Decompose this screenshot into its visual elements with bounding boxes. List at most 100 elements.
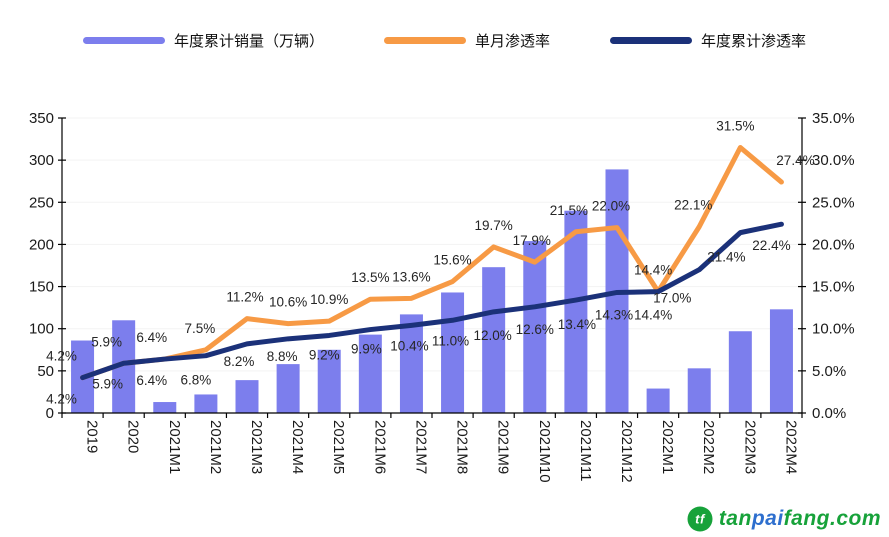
monthly-penetration-data-label: 4.2%: [46, 349, 77, 364]
legend-item-label: 年度累计销量（万辆）: [173, 33, 324, 50]
legend-item-cumulative-penetration: 年度累计渗透率: [610, 30, 806, 51]
monthly-penetration-data-label: 21.5%: [550, 203, 588, 218]
sales-bar: [194, 394, 218, 413]
right-axis-tick-label: 20.0%: [812, 236, 855, 253]
x-axis-category-label: 2021M9: [495, 420, 512, 474]
right-axis-tick-label: 5.0%: [812, 363, 846, 380]
watermark: tf tanpaifang.com: [687, 506, 881, 532]
x-axis-category-label: 2021M1: [166, 420, 183, 474]
cumulative-penetration-data-label: 9.2%: [309, 347, 340, 362]
x-axis-category-label: 2021M5: [330, 420, 347, 474]
left-axis-tick-label: 300: [29, 152, 54, 169]
monthly-penetration-data-label: 14.4%: [634, 263, 672, 278]
sales-bar: [728, 331, 752, 413]
cumulative-penetration-data-label: 12.6%: [516, 322, 554, 337]
sales-bar: [646, 388, 670, 413]
sales-bar: [523, 241, 547, 413]
x-axis-category-label: 2021M11: [577, 420, 594, 481]
cumulative-penetration-data-label: 14.4%: [634, 308, 672, 323]
cumulative-penetration-data-label: 12.0%: [474, 328, 512, 343]
sales-series-swatch-icon: [82, 37, 165, 44]
legend-item-label: 单月渗透率: [474, 33, 550, 50]
sales-bar: [317, 349, 341, 413]
x-axis-category-label: 2021M10: [536, 420, 553, 483]
cumulative-penetration-data-label: 14.3%: [595, 307, 633, 322]
right-axis-tick-label: 10.0%: [812, 321, 855, 338]
cumulative-penetration-data-label: 13.4%: [558, 317, 596, 332]
sales-bar: [769, 309, 793, 413]
cumulative-penetration-line: [80, 221, 784, 381]
svg-text:tf: tf: [695, 512, 706, 527]
right-axis-tick-label: 25.0%: [812, 194, 855, 211]
monthly-penetration-data-label: 27.4%: [776, 153, 814, 168]
legend: 年度累计销量（万辆） 单月渗透率 年度累计渗透率: [0, 30, 889, 51]
monthly-penetration-line: [80, 145, 784, 381]
monthly-penetration-data-label: 31.5%: [716, 119, 754, 134]
monthly-penetration-data-label: 6.4%: [136, 330, 167, 345]
legend-item-monthly-penetration: 单月渗透率: [383, 30, 550, 51]
left-axis-tick-label: 250: [29, 194, 54, 211]
sales-bar: [399, 314, 423, 413]
watermark-text-part: fang.com: [783, 507, 881, 530]
monthly-penetration-data-label: 22.1%: [674, 198, 712, 213]
monthly-penetration-data-label: 13.6%: [392, 269, 430, 284]
sales-bar: [441, 292, 465, 413]
monthly-penetration-data-label: 15.6%: [433, 253, 471, 268]
watermark-text-part: pai: [751, 507, 784, 530]
cumulative-penetration-data-label: 6.8%: [180, 373, 211, 388]
sales-bar: [564, 210, 588, 413]
right-axis-tick-label: 30.0%: [812, 152, 855, 169]
x-axis-category-label: 2022M3: [741, 420, 758, 474]
x-axis-category-label: 2021M7: [412, 420, 429, 474]
x-axis-category-label: 2020: [125, 420, 142, 453]
x-axis-category-label: 2021M3: [248, 420, 265, 474]
left-axis-tick-label: 100: [29, 321, 54, 338]
sales-bar: [276, 364, 300, 413]
sales-bar: [235, 380, 259, 413]
monthly-penetration-swatch-icon: [383, 37, 466, 44]
cumulative-penetration-data-label: 6.4%: [136, 373, 167, 388]
left-axis-tick-label: 50: [37, 363, 54, 380]
sales-bar: [153, 402, 177, 413]
cumulative-penetration-data-label: 22.4%: [752, 238, 790, 253]
sales-bar: [358, 334, 382, 413]
cumulative-penetration-data-label: 8.2%: [224, 354, 255, 369]
sales-bar: [482, 267, 506, 413]
x-axis-category-label: 2021M6: [371, 420, 388, 474]
cumulative-penetration-data-label: 4.2%: [46, 392, 77, 407]
sales-bar: [112, 320, 136, 413]
cumulative-penetration-data-label: 21.4%: [707, 250, 745, 265]
left-axis-tick-label: 0: [46, 405, 54, 422]
monthly-penetration-data-label: 17.9%: [513, 233, 551, 248]
right-axis-tick-label: 15.0%: [812, 279, 855, 296]
x-axis-category-label: 2022M4: [782, 420, 799, 474]
monthly-penetration-data-label: 11.2%: [226, 290, 263, 305]
left-axis-tick-label: 350: [29, 110, 54, 127]
x-axis-category-label: 2021M2: [207, 420, 224, 474]
left-axis-tick-label: 200: [29, 236, 54, 253]
monthly-penetration-data-label: 22.0%: [592, 199, 630, 214]
tanpaifang-logo-icon: tf: [687, 506, 713, 532]
x-axis-category-label: 2021M4: [289, 420, 306, 474]
cumulative-penetration-swatch-icon: [610, 37, 692, 44]
cumulative-penetration-data-label: 17.0%: [653, 291, 691, 306]
x-axis-category-label: 2019: [84, 420, 101, 453]
monthly-penetration-data-label: 10.9%: [310, 292, 348, 307]
watermark-text-part: tan: [718, 507, 752, 530]
monthly-penetration-data-label: 7.5%: [184, 321, 215, 336]
monthly-penetration-data-label: 13.5%: [351, 270, 389, 285]
right-axis-tick-label: 35.0%: [812, 110, 855, 127]
watermark-text: tanpaifang.com: [719, 507, 881, 531]
legend-item-label: 年度累计渗透率: [701, 33, 807, 50]
cumulative-penetration-data-label: 10.4%: [390, 338, 428, 353]
cumulative-penetration-data-label: 8.8%: [267, 349, 298, 364]
left-axis-tick-label: 150: [29, 279, 54, 296]
monthly-penetration-data-label: 5.9%: [91, 334, 122, 349]
legend-item-sales: 年度累计销量（万辆）: [82, 30, 324, 51]
cumulative-penetration-data-label: 11.0%: [432, 333, 469, 348]
sales-bar: [687, 368, 711, 413]
x-axis-category-label: 2022M1: [659, 420, 676, 474]
monthly-penetration-data-label: 19.7%: [475, 218, 513, 233]
